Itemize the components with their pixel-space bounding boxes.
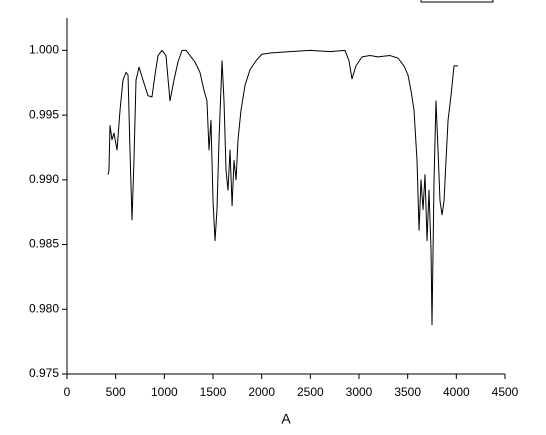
y-tick-label: 0.995	[29, 107, 59, 121]
spectrum-line	[107, 49, 458, 326]
x-tick-label: 2000	[248, 385, 275, 399]
y-tick-label: 0.990	[29, 172, 59, 186]
y-tick-label: 1.000	[29, 43, 59, 57]
x-tick-label: 3000	[346, 385, 373, 399]
x-tick-label: 1500	[200, 385, 227, 399]
x-tick-label: 2500	[297, 385, 324, 399]
x-tick-label: 4500	[492, 385, 519, 399]
y-tick-label: 0.985	[29, 237, 59, 251]
y-tick-label: 0.980	[29, 301, 59, 315]
x-axis-label: A	[281, 411, 291, 427]
x-tick-label: 3500	[394, 385, 421, 399]
legend-box	[420, 0, 494, 3]
y-tick-label: 0.975	[29, 366, 59, 380]
x-tick-label: 4000	[443, 385, 470, 399]
x-tick-label: 0	[64, 385, 71, 399]
x-tick-label: 1000	[151, 385, 178, 399]
x-tick-label: 500	[106, 385, 126, 399]
